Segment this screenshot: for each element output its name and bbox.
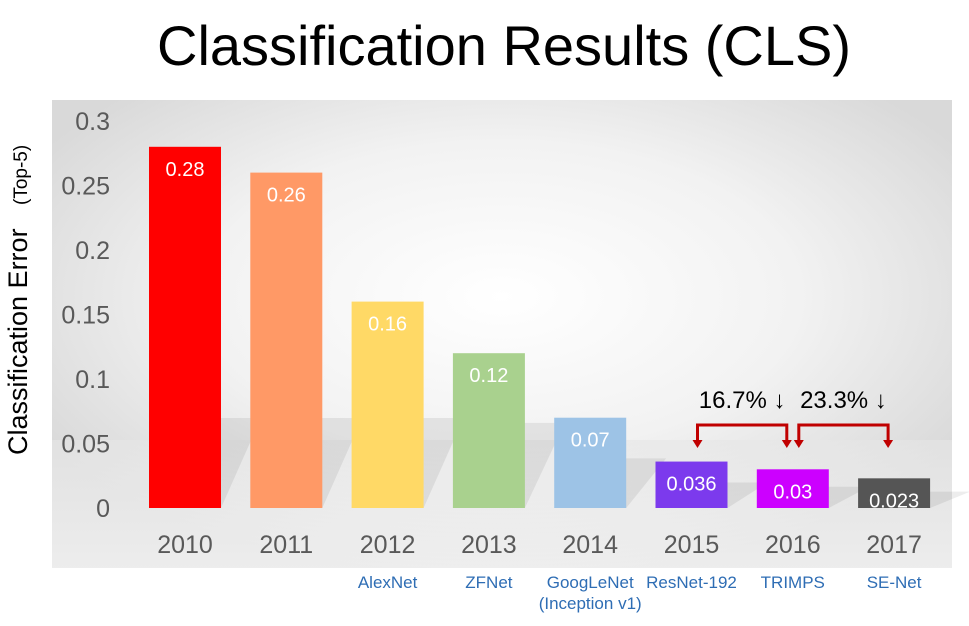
bar-value-label: 0.26 — [267, 185, 306, 207]
y-tick-label: 0.1 — [75, 366, 110, 394]
bar-value-label: 0.12 — [469, 365, 508, 387]
x-tick-label: 2014 — [562, 531, 618, 559]
bar-value-label: 0.03 — [773, 481, 812, 503]
bar-value-label: 0.16 — [368, 314, 407, 336]
x-axis-ticks: 2010 2011 2012 2013 2014 2015 2016 2017 — [157, 531, 922, 559]
y-axis-ticks: 0 0.05 0.1 0.15 0.2 0.25 0.3 — [61, 108, 110, 523]
bracket-arrow-right — [883, 440, 894, 448]
y-tick-label: 0.15 — [61, 302, 110, 330]
bar-2012 — [351, 301, 424, 508]
y-axis-label: Classification Error — [3, 228, 33, 455]
x-tick-label: 2013 — [461, 531, 517, 559]
y-tick-label: 0.05 — [61, 431, 110, 459]
bracket-arrow-left — [793, 440, 804, 448]
bar-value-label: 0.28 — [166, 159, 205, 181]
model-name-labels: AlexNet ZFNet GoogLeNet (Inception v1)ResNe… — [358, 573, 922, 613]
y-axis-label-sub: (Top-5) — [11, 145, 32, 205]
model-name-label: (Inception v1) — [539, 594, 642, 613]
bracket-arrow-right — [781, 440, 792, 448]
model-name-label: GoogLeNet — [547, 573, 634, 592]
improvement-annotations: 16.7% ↓ 23.3% ↓ — [692, 387, 894, 448]
x-tick-label: 2017 — [866, 531, 922, 559]
bar-2016 — [756, 469, 829, 508]
x-tick-label: 2015 — [664, 531, 720, 559]
bar-2017 — [858, 478, 931, 508]
bar-2013 — [452, 353, 525, 508]
improvement-bracket — [696, 423, 789, 443]
bar-2014 — [554, 417, 627, 508]
model-name-label: TRIMPS — [761, 573, 825, 592]
x-tick-label: 2012 — [360, 531, 416, 559]
y-tick-label: 0.3 — [75, 108, 110, 136]
bar-2010 — [149, 146, 221, 509]
y-tick-label: 0.2 — [75, 237, 110, 265]
improvement-label: 23.3% ↓ — [800, 387, 887, 414]
bar-value-label: 0.07 — [571, 430, 610, 452]
x-tick-label: 2016 — [765, 531, 821, 559]
improvement-label: 16.7% ↓ — [699, 387, 786, 414]
y-tick-label: 0 — [96, 495, 110, 523]
bar-value-label: 0.036 — [666, 474, 716, 496]
x-tick-label: 2011 — [259, 531, 313, 559]
model-name-label: ZFNet — [465, 573, 513, 592]
x-tick-label: 2010 — [157, 531, 213, 559]
bracket-arrow-left — [692, 440, 703, 448]
bars — [149, 146, 931, 509]
model-name-label: SE-Net — [867, 573, 922, 592]
bar-value-labels: 0.28 0.26 0.16 0.12 0.07 0.036 0.03 0.023 — [166, 159, 920, 513]
bar-2011 — [250, 172, 323, 508]
model-name-label: AlexNet — [358, 573, 418, 592]
improvement-bracket — [797, 423, 890, 443]
bar-2015 — [655, 461, 728, 508]
bar-value-label: 0.023 — [869, 490, 919, 512]
chart-title: Classification Results (CLS) — [157, 14, 851, 77]
model-name-label: ResNet-192 — [646, 573, 737, 592]
y-tick-label: 0.25 — [61, 173, 110, 201]
